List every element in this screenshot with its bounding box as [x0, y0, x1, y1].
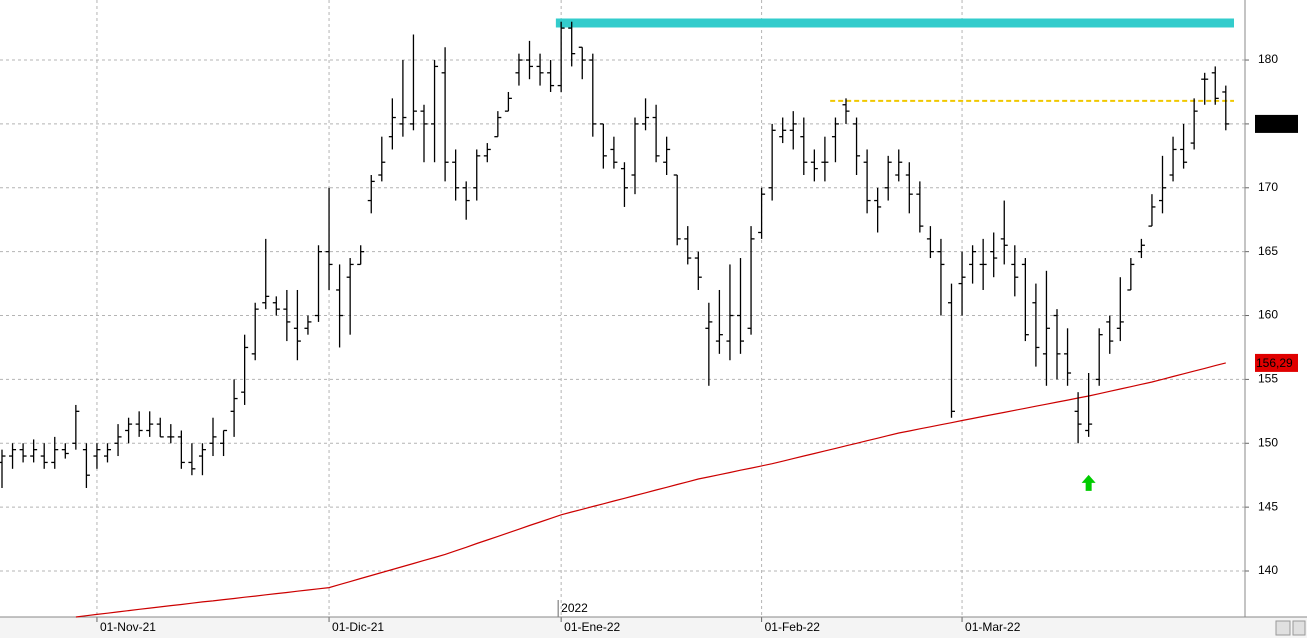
level-band: [555, 18, 1234, 28]
y-tick-label: 150: [1258, 435, 1278, 449]
signal-arrow: [1081, 474, 1096, 491]
toolbar-icon[interactable]: [1292, 620, 1306, 636]
moving-average: [75, 362, 1226, 618]
x-tick-label: 01-Ene-22: [564, 620, 620, 634]
y-tick-label: 140: [1258, 563, 1278, 577]
y-tick-label: 165: [1258, 244, 1278, 258]
year-label: 2022: [561, 601, 588, 615]
x-axis-strip: [0, 617, 1307, 638]
x-tick-label: 01-Mar-22: [965, 620, 1021, 634]
y-tick-label: 170: [1258, 180, 1278, 194]
y-tick-label: 180: [1258, 52, 1278, 66]
x-tick-label: 01-Dic-21: [332, 620, 384, 634]
y-tick-label: 160: [1258, 308, 1278, 322]
x-tick-label: 01-Feb-22: [765, 620, 821, 634]
toolbar-icon[interactable]: [1275, 620, 1291, 636]
y-tick-label: 155: [1258, 372, 1278, 386]
ma-label-box: [1255, 353, 1298, 372]
y-tick-label: 145: [1258, 499, 1278, 513]
x-tick-label: 01-Nov-21: [100, 620, 156, 634]
last-price-box: [1255, 114, 1298, 133]
ma-label: 156,29: [1256, 356, 1293, 370]
